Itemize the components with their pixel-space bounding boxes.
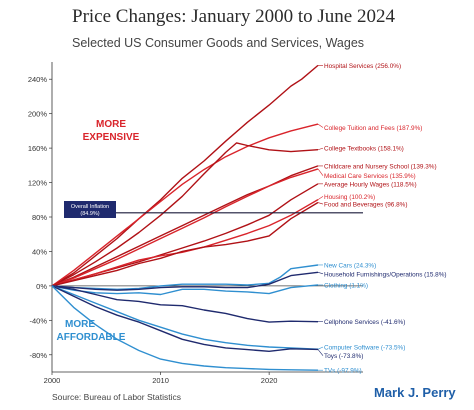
x-tick-label: 2010 — [152, 376, 169, 385]
series-line — [51, 165, 319, 287]
x-tick-label: 2020 — [261, 376, 278, 385]
y-tick-label: -40% — [29, 316, 47, 325]
series-leader-line — [317, 196, 324, 200]
series-leader-line — [317, 271, 324, 275]
y-tick-label: 160% — [28, 144, 48, 153]
series-line — [51, 123, 319, 287]
series-line — [51, 201, 319, 287]
y-tick-label: 0% — [36, 282, 47, 291]
overall-inflation-label-1: Overall Inflation — [71, 204, 109, 210]
overall-inflation-box — [64, 201, 116, 218]
series-line — [51, 285, 319, 350]
series-labels-layer: Hospital Services (256.0%) College Tuitio… — [317, 63, 447, 375]
source-note: Source: Bureau of Labor Statistics — [52, 392, 181, 402]
series-line — [51, 198, 319, 287]
series-label: Housing (100.2%) — [324, 194, 375, 201]
series-line — [51, 142, 319, 287]
series-label: Cellphone Services (-41.6%) — [324, 319, 405, 326]
series-label: Household Furnishings/Operations (15.8%) — [324, 271, 447, 278]
series-line — [51, 168, 319, 287]
series-label: Medical Care Services (135.9%) — [324, 173, 416, 180]
annotation-more-affordable-2: AFFORDABLE — [57, 332, 126, 343]
y-tick-label: -80% — [29, 351, 47, 360]
series-label: Computer Software (-73.5%) — [324, 345, 405, 352]
annotations-layer: MORE EXPENSIVE MORE AFFORDABLE Overall I… — [57, 119, 140, 343]
series-leader-line — [317, 147, 324, 151]
series-label: College Textbooks (158.1%) — [324, 146, 404, 153]
y-tick-label: 40% — [32, 247, 47, 256]
series-line — [51, 271, 319, 291]
annotation-more-expensive-2: EXPENSIVE — [83, 132, 140, 143]
y-tick-label: 240% — [28, 75, 48, 84]
y-tick-label: 200% — [28, 110, 48, 119]
series-line — [51, 64, 319, 287]
chart-subtitle: Selected US Consumer Goods and Services,… — [72, 36, 365, 50]
overall-inflation-label-2: (84.9%) — [80, 211, 99, 217]
chart-title: Price Changes: January 2000 to June 2024 — [72, 6, 395, 27]
series-label: Food and Beverages (96.8%) — [324, 202, 407, 209]
series-label: Clothing (1.1%) — [324, 282, 368, 289]
series-line — [51, 264, 319, 290]
series-leader-line — [317, 346, 324, 350]
series-label: Toys (-73.8%) — [324, 353, 363, 360]
series-layer — [51, 64, 319, 371]
x-tick-label: 2000 — [44, 376, 61, 385]
series-line — [51, 285, 319, 371]
series-leader-line — [317, 202, 324, 205]
y-tick-label: 120% — [28, 179, 48, 188]
series-label: New Cars (24.3%) — [324, 262, 376, 269]
series-leader-line — [317, 123, 324, 128]
series-label: Average Hourly Wages (118.5%) — [324, 181, 417, 188]
series-leader-line — [317, 349, 324, 356]
series-line — [51, 284, 319, 296]
series-label: Childcare and Nursery School (139.3%) — [324, 163, 437, 170]
y-tick-label: 80% — [32, 213, 47, 222]
annotation-more-expensive-1: MORE — [96, 119, 126, 130]
series-label: TVs (-97.9%) — [324, 368, 362, 375]
series-line — [51, 285, 319, 323]
series-leader-line — [317, 168, 324, 176]
author-credit: Mark J. Perry — [374, 385, 456, 400]
series-label: Hospital Services (256.0%) — [324, 63, 401, 70]
series-line — [51, 285, 319, 352]
series-label: College Tuition and Fees (187.9%) — [324, 125, 422, 132]
annotation-more-affordable-1: MORE — [65, 319, 95, 330]
